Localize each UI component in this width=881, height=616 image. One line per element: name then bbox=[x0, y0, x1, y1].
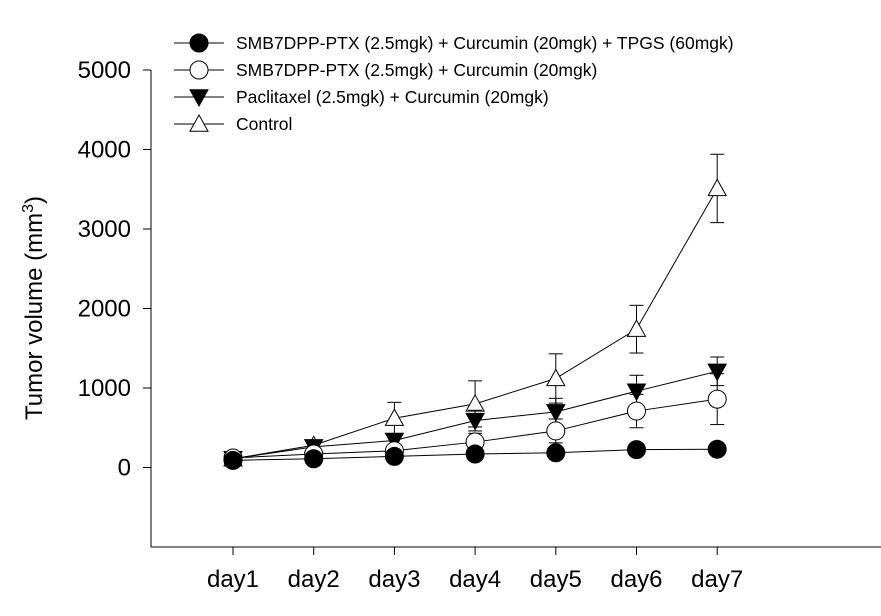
data-point bbox=[707, 439, 727, 459]
legend-label: SMB7DPP-PTX (2.5mgk) + Curcumin (20mgk) bbox=[236, 60, 597, 80]
legend-marker bbox=[189, 89, 209, 108]
y-axis-label: Tumor volume (mm3) bbox=[20, 196, 48, 420]
y-axis-label-close: ) bbox=[21, 196, 48, 204]
x-tick-label: day2 bbox=[288, 566, 340, 593]
x-tick-label: day3 bbox=[368, 566, 420, 593]
data-point bbox=[304, 449, 324, 469]
x-tick-label: day6 bbox=[610, 566, 662, 593]
axes bbox=[150, 70, 881, 548]
series-1 bbox=[223, 439, 727, 470]
x-tick-label: day4 bbox=[449, 566, 501, 593]
data-point bbox=[223, 450, 243, 470]
x-tick-label: day5 bbox=[530, 566, 582, 593]
data-point bbox=[465, 412, 485, 431]
y-tick-label: 5000 bbox=[78, 57, 131, 84]
data-point bbox=[627, 401, 646, 421]
legend-marker bbox=[189, 33, 209, 53]
y-tick-label: 2000 bbox=[78, 296, 131, 323]
data-point bbox=[546, 421, 566, 441]
legend-marker bbox=[189, 60, 209, 80]
x-ticks: day1 day2 day3 day4 day5 day6 day7 bbox=[207, 547, 743, 593]
legend-marker bbox=[189, 113, 209, 132]
x-tick-label: day1 bbox=[207, 566, 259, 593]
data-point bbox=[546, 443, 566, 463]
legend-label: SMB7DPP-PTX (2.5mgk) + Curcumin (20mgk) … bbox=[236, 33, 734, 53]
data-point bbox=[707, 363, 728, 382]
y-ticks: 0 1000 2000 3000 4000 5000 bbox=[78, 57, 151, 482]
y-tick-label: 0 bbox=[118, 455, 131, 482]
x-tick-label: day7 bbox=[691, 566, 743, 593]
y-tick-label: 1000 bbox=[78, 375, 131, 402]
legend-item: SMB7DPP-PTX (2.5mgk) + Curcumin (20mgk) … bbox=[174, 33, 734, 53]
data-point bbox=[465, 444, 485, 464]
data-point bbox=[626, 383, 647, 402]
data-point bbox=[465, 393, 485, 412]
data-point bbox=[626, 319, 647, 337]
y-tick-label: 4000 bbox=[78, 137, 131, 164]
data-point bbox=[707, 178, 728, 197]
legend-item: SMB7DPP-PTX (2.5mgk) + Curcumin (20mgk) bbox=[174, 60, 597, 80]
data-point bbox=[384, 408, 405, 426]
data-point bbox=[627, 440, 646, 460]
y-axis-label-text: Tumor volume (mm bbox=[21, 213, 48, 420]
y-axis-label-superscript: 3 bbox=[20, 204, 37, 213]
legend-item: Control bbox=[174, 113, 292, 134]
data-point bbox=[545, 368, 566, 387]
y-tick-label: 3000 bbox=[78, 216, 131, 243]
legend-item: Paclitaxel (2.5mgk) + Curcumin (20mgk) bbox=[174, 87, 549, 108]
legend-label: Paclitaxel (2.5mgk) + Curcumin (20mgk) bbox=[236, 87, 549, 107]
legend: SMB7DPP-PTX (2.5mgk) + Curcumin (20mgk) … bbox=[174, 33, 734, 134]
data-point bbox=[545, 404, 566, 422]
data-point bbox=[707, 389, 727, 409]
legend-label: Control bbox=[236, 114, 292, 134]
data-point bbox=[384, 446, 404, 466]
series-layer bbox=[223, 153, 728, 470]
